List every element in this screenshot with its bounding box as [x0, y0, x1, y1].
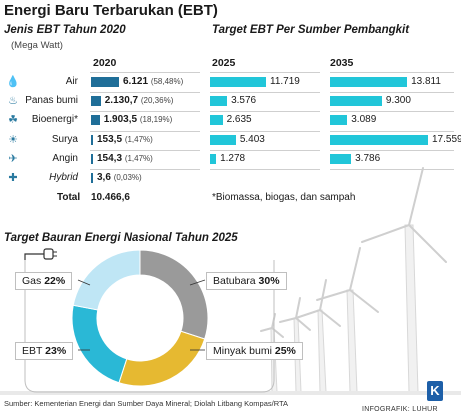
value-2025-3: 5.403 [239, 133, 265, 145]
bar-2020-3 [91, 134, 93, 145]
value-2025-4: 1.278 [220, 152, 246, 164]
bar-2020-4 [91, 153, 93, 164]
minyak-label-box: Minyak bumi 25% [206, 342, 303, 360]
ebt-label: EBT [22, 345, 43, 357]
value-2035-1: 9.300 [385, 95, 411, 107]
value-2020-3: 153,5 (1,47%) [97, 133, 153, 145]
energy-mix-donut [24, 248, 275, 393]
value-2020-4: 154,3 (1,47%) [97, 152, 153, 164]
right-section-title: Target EBT Per Sumber Pembangkit [212, 24, 410, 36]
kompas-logo: K [427, 381, 443, 401]
row-divider-2025-2 [210, 130, 320, 132]
bar-2020-2 [91, 115, 100, 126]
share-2020-1: (20,36%) [140, 96, 174, 106]
row-label-1: Panas bumi [25, 95, 78, 107]
total-label: Total [57, 192, 81, 203]
bar-2035-0 [330, 77, 408, 87]
gas-label: Gas [22, 275, 42, 287]
donut-slice-gas [72, 249, 141, 311]
value-2035-0: 13.811 [411, 76, 441, 87]
row-label-0: Air [65, 76, 78, 87]
minyak-label: Minyak bumi [213, 345, 272, 357]
solar-panel-icon: ☀ [8, 133, 18, 146]
wind-turbine-icon: ✈ [8, 152, 18, 165]
row-divider-4 [90, 169, 200, 170]
row-label-3: Surya [51, 133, 78, 145]
value-2020-2: 1.903,5 (18,19%) [103, 114, 173, 126]
value-2020-1: 2.130,7 (20,36%) [104, 95, 174, 107]
water-drop-icon: 💧 [6, 76, 20, 88]
row-divider-2025-1 [210, 111, 320, 113]
source-note: Sumber: Kementerian Energi dan Sumber Da… [4, 399, 289, 408]
value-2025-0: 11.719 [270, 76, 300, 87]
row-divider-2035-2 [330, 130, 454, 132]
row-divider-2025-0 [210, 92, 320, 94]
bar-2020-1 [91, 96, 101, 107]
bar-2035-4 [330, 153, 352, 164]
minyak-value: 25% [274, 345, 296, 357]
share-2020-0: (58,48%) [150, 77, 184, 86]
value-2025-1: 3.576 [231, 95, 257, 107]
value-2035-2: 3.089 [351, 114, 377, 126]
bar-2035-3 [330, 134, 428, 145]
row-divider-1 [90, 111, 200, 113]
leaf-icon: ☘ [8, 114, 18, 127]
row-label-2: Bioenergi* [31, 114, 78, 126]
donut-slice-ebt [71, 304, 128, 384]
share-2020-4: (1,47%) [124, 153, 153, 163]
row-label-4: Angin [52, 152, 78, 164]
gas-value: 22% [44, 275, 66, 287]
footnote: *Biomassa, biogas, dan sampah [212, 192, 356, 203]
unit-label: (Mega Watt) [11, 40, 63, 51]
bar-2035-2 [330, 115, 348, 126]
value-2035-3: 17.559 [432, 133, 461, 145]
year-2035-header: 2035 [330, 57, 354, 69]
bar-2025-0 [210, 77, 266, 87]
bar-2020-0 [91, 77, 119, 87]
bar-2025-1 [210, 96, 228, 107]
row-divider-3 [90, 149, 200, 151]
row-divider-2035-1 [330, 111, 454, 113]
left-section-title: Jenis EBT Tahun 2020 [4, 24, 126, 36]
batubara-label: Batubara [213, 275, 256, 287]
share-2020-5: (0,03%) [113, 173, 142, 182]
row-divider-2035-0 [330, 92, 454, 94]
row-divider-0 [90, 92, 200, 94]
gas-label-box: Gas 22% [15, 272, 73, 290]
value-2020-0: 6.121 (58,48%) [123, 76, 184, 87]
bar-2025-2 [210, 115, 223, 126]
wind-turbines-illustration [0, 167, 461, 395]
row-label-5: Hybrid [49, 172, 78, 183]
batubara-value: 30% [258, 275, 280, 287]
geothermal-icon: ♨ [8, 95, 18, 108]
row-divider-2 [90, 130, 200, 132]
year-2025-header: 2025 [212, 57, 236, 69]
donut-slice-minyak-bumi [118, 330, 206, 387]
bar-2035-1 [330, 96, 382, 107]
bar-2020-5 [91, 173, 93, 183]
share-2020-2: (18,19%) [139, 115, 173, 125]
page-title: Energi Baru Terbarukan (EBT) [4, 2, 218, 19]
batubara-label-box: Batubara 30% [206, 272, 287, 290]
row-divider-2025-3 [210, 149, 320, 151]
bar-2025-3 [210, 134, 236, 145]
bar-2025-4 [210, 153, 217, 164]
row-divider-2035-3 [330, 149, 454, 151]
value-2035-4: 3.786 [355, 152, 381, 164]
donut-slice-batubara [139, 249, 209, 340]
ebt-label-box: EBT 23% [15, 342, 74, 360]
value-2020-5: 3,6 (0,03%) [97, 172, 142, 183]
row-divider-2035-4 [330, 169, 454, 170]
value-2025-2: 2.635 [226, 114, 252, 126]
year-2020-header: 2020 [93, 57, 117, 69]
row-divider-2025-4 [210, 169, 320, 170]
ebt-value: 23% [45, 345, 67, 357]
share-2020-3: (1,47%) [124, 134, 153, 144]
mix-section-title: Target Bauran Energi Nasional Tahun 2025 [4, 232, 238, 244]
hybrid-icon: ✚ [8, 172, 18, 184]
credit-note: INFOGRAFIK: LUHUR [362, 406, 438, 413]
total-value: 10.466,6 [91, 192, 130, 203]
